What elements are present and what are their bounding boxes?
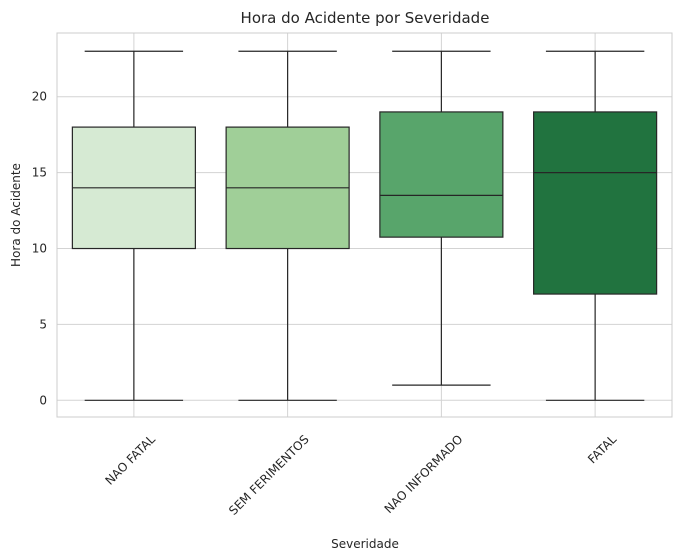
chart-title: Hora do Acidente por Severidade: [241, 9, 490, 27]
y-tick-label: 0: [39, 393, 47, 407]
x-tick-label: NAO FATAL: [102, 432, 158, 488]
y-tick-label: 15: [32, 166, 47, 180]
y-tick-label: 10: [32, 242, 47, 256]
iqr-box: [533, 111, 658, 295]
iqr-box: [379, 111, 504, 238]
y-axis-label: Hora do Acidente: [9, 163, 23, 267]
x-tick-label: NAO INFORMADO: [382, 432, 466, 516]
box-sem-ferimentos: [225, 50, 350, 401]
y-tick-label: 5: [39, 317, 47, 331]
y-tick-label: 20: [32, 90, 47, 104]
box-nao-informado: [379, 50, 504, 386]
x-axis-label: Severidade: [331, 537, 399, 551]
x-tick-label: SEM FERIMENTOS: [226, 432, 312, 518]
box-fatal: [533, 50, 658, 401]
box-nao-fatal: [71, 50, 196, 401]
boxes-layer: [71, 50, 658, 401]
plot-frame: [56, 32, 673, 418]
x-tick-label: FATAL: [585, 432, 619, 466]
